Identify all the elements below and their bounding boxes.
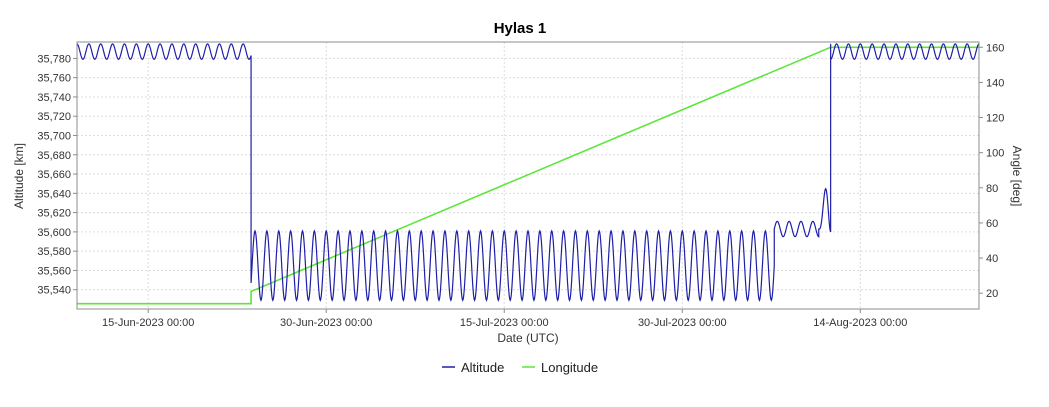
y-left-tick-label: 35,640 [37,188,71,200]
series-line-longitude [77,46,979,305]
y-right-tick-label: 40 [986,253,998,265]
plot-area-border [76,41,980,310]
y-right-tick-label: 120 [986,113,1004,125]
y-left-tick-label: 35,740 [37,92,71,104]
y-right-axis-ticks: 20 40 60 80 100 120 140 160 [979,42,1004,300]
y-left-tick-label: 35,560 [37,265,71,277]
y-left-tick-label: 35,660 [37,169,71,181]
y-left-tick-label: 35,540 [37,285,71,297]
y-right-tick-label: 140 [986,77,1004,89]
x-tick-label: 14-Aug-2023 00:00 [813,317,907,329]
grid-layer [77,42,979,309]
y-right-axis-label: Angle [deg] [1010,146,1024,207]
y-left-tick-label: 35,620 [37,208,71,220]
y-left-tick-label: 35,760 [37,73,71,85]
y-left-axis-ticks: 35,540 35,560 35,580 35,600 35,620 35,640 35,6… [37,53,77,297]
y-left-tick-label: 35,600 [37,227,71,239]
y-right-tick-label: 160 [986,42,1004,54]
y-left-tick-label: 35,680 [37,150,71,162]
x-axis-label: Date (UTC) [497,331,558,345]
x-tick-label: 15-Jul-2023 00:00 [460,317,549,329]
y-right-tick-label: 60 [986,218,998,230]
legend-label-longitude: Longitude [541,360,598,375]
legend: Altitude Longitude [442,360,598,375]
x-tick-label: 15-Jun-2023 00:00 [102,317,194,329]
y-right-tick-label: 80 [986,183,998,195]
x-tick-label: 30-Jul-2023 00:00 [638,317,727,329]
x-tick-label: 30-Jun-2023 00:00 [280,317,372,329]
series-layer [76,43,980,305]
y-left-tick-label: 35,700 [37,130,71,142]
legend-label-altitude: Altitude [461,360,504,375]
chart-title: Hylas 1 [494,20,547,37]
y-left-tick-label: 35,780 [37,53,71,65]
y-right-tick-label: 20 [986,288,998,300]
series-line-altitude [76,43,980,302]
x-axis-ticks: 15-Jun-2023 00:00 30-Jun-2023 00:00 15-Jul… [102,309,907,329]
y-left-axis-label: Altitude [km] [12,143,26,209]
y-left-tick-label: 35,580 [37,246,71,258]
y-left-tick-label: 35,720 [37,111,71,123]
y-right-tick-label: 100 [986,148,1004,160]
